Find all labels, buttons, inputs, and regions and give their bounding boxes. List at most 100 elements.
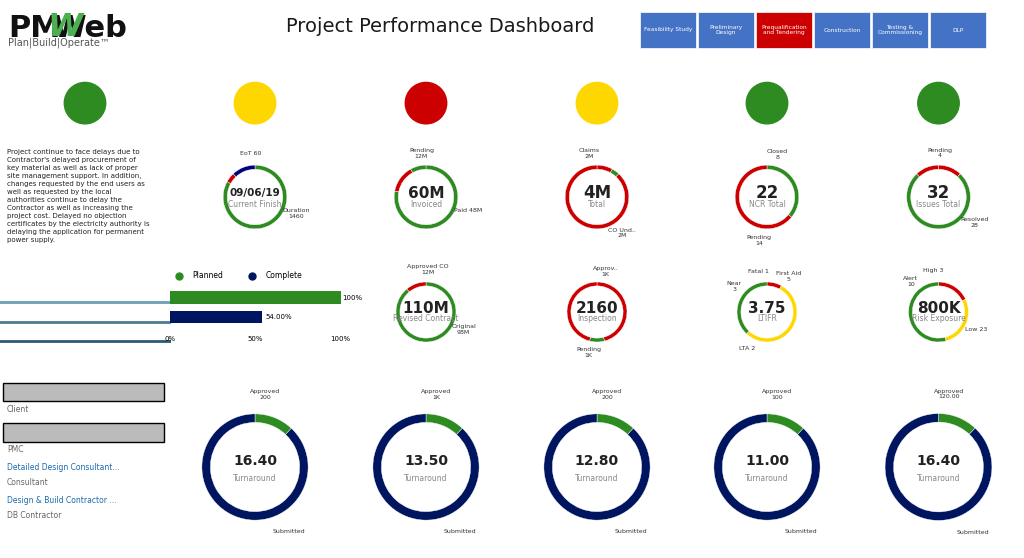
Text: Submitted: Submitted xyxy=(615,529,648,534)
Text: Testing &
Commissioning: Testing & Commissioning xyxy=(878,25,923,35)
Text: Low 23: Low 23 xyxy=(965,327,987,332)
Text: 13.50: 13.50 xyxy=(404,454,449,468)
Text: Construction: Construction xyxy=(823,27,860,32)
Wedge shape xyxy=(714,414,820,520)
Text: 800K: 800K xyxy=(916,301,961,316)
Text: 0%: 0% xyxy=(165,336,175,342)
Circle shape xyxy=(234,83,275,124)
Text: Complete: Complete xyxy=(265,271,302,280)
Text: Schedule: Schedule xyxy=(61,61,109,70)
Text: Project Performance Dashboard: Project Performance Dashboard xyxy=(286,17,595,36)
Text: 2160: 2160 xyxy=(575,301,618,316)
Text: Plan|Build|Operate™: Plan|Build|Operate™ xyxy=(8,37,110,48)
Text: Safety: Safety xyxy=(581,61,613,70)
Circle shape xyxy=(577,83,617,124)
Wedge shape xyxy=(945,299,969,341)
Wedge shape xyxy=(939,413,975,434)
Text: 11.00: 11.00 xyxy=(745,454,790,468)
Wedge shape xyxy=(597,165,612,172)
Text: Method Statement: Method Statement xyxy=(891,363,986,373)
Bar xyxy=(170,291,341,304)
Text: Approved
200: Approved 200 xyxy=(592,389,623,400)
Text: Original
98M: Original 98M xyxy=(452,324,476,335)
FancyBboxPatch shape xyxy=(930,12,986,48)
Text: Post Mitigation Risks: Post Mitigation Risks xyxy=(885,252,992,261)
Text: 3.75: 3.75 xyxy=(749,301,785,316)
Text: CO Und..
2M: CO Und.. 2M xyxy=(608,228,636,238)
Text: Planned: Planned xyxy=(193,271,223,280)
Wedge shape xyxy=(885,413,992,521)
Wedge shape xyxy=(767,414,804,435)
Text: Alert
10: Alert 10 xyxy=(903,276,919,287)
Wedge shape xyxy=(939,165,961,177)
Text: 50%: 50% xyxy=(248,336,263,342)
Text: Project continue to face delays due to
Contractor's delayed procurement of
key m: Project continue to face delays due to C… xyxy=(7,149,150,243)
Wedge shape xyxy=(567,282,597,341)
Wedge shape xyxy=(908,282,946,342)
Wedge shape xyxy=(916,165,939,177)
FancyBboxPatch shape xyxy=(814,12,870,48)
Wedge shape xyxy=(597,414,634,435)
Wedge shape xyxy=(255,414,292,435)
Wedge shape xyxy=(394,169,413,192)
Text: Pending
14: Pending 14 xyxy=(746,235,772,246)
Wedge shape xyxy=(426,414,463,435)
Wedge shape xyxy=(565,165,629,229)
Wedge shape xyxy=(544,414,650,520)
Wedge shape xyxy=(906,174,971,229)
Text: Web: Web xyxy=(52,14,127,43)
Text: Turnaround: Turnaround xyxy=(916,474,961,483)
Text: Approved
100: Approved 100 xyxy=(762,389,793,400)
Text: PMC: PMC xyxy=(7,445,24,454)
Wedge shape xyxy=(590,337,604,342)
Wedge shape xyxy=(610,169,618,177)
Text: Field Inspections: Field Inspections xyxy=(554,252,640,261)
Text: Turnaround: Turnaround xyxy=(575,474,618,483)
Text: Revised Contract: Revised Contract xyxy=(393,314,459,323)
Text: EoT 60: EoT 60 xyxy=(240,151,261,156)
Text: High 3: High 3 xyxy=(924,268,944,273)
Text: 110M: 110M xyxy=(402,301,450,316)
Text: Approved
1K: Approved 1K xyxy=(421,389,452,400)
FancyBboxPatch shape xyxy=(756,12,812,48)
Text: LTIFR: LTIFR xyxy=(757,314,777,323)
Text: Feasibility Study: Feasibility Study xyxy=(644,27,692,32)
Text: Submitted: Submitted xyxy=(785,529,818,534)
Text: Project Stakeholders: Project Stakeholders xyxy=(32,363,138,373)
Text: Progress Narrative: Progress Narrative xyxy=(37,133,133,142)
Text: Issues: Issues xyxy=(751,61,783,70)
Text: Issues: Issues xyxy=(923,133,954,142)
Text: Shop Drawings: Shop Drawings xyxy=(217,363,293,373)
Text: Detailed Design Consultant...: Detailed Design Consultant... xyxy=(7,463,120,473)
Circle shape xyxy=(406,83,446,124)
Text: 100%: 100% xyxy=(331,336,351,342)
Text: As Built: As Built xyxy=(578,363,616,373)
Wedge shape xyxy=(223,165,287,229)
FancyBboxPatch shape xyxy=(3,383,164,401)
FancyBboxPatch shape xyxy=(3,424,164,441)
Text: Duration
1460: Duration 1460 xyxy=(282,208,309,219)
Wedge shape xyxy=(735,165,792,229)
Wedge shape xyxy=(407,282,426,292)
Text: NCR Total: NCR Total xyxy=(749,200,785,209)
Text: 4M: 4M xyxy=(583,184,611,202)
Wedge shape xyxy=(939,282,966,301)
Wedge shape xyxy=(767,282,781,289)
Text: Invoiced: Invoiced xyxy=(410,200,442,209)
Wedge shape xyxy=(396,282,456,342)
Text: LTA 2: LTA 2 xyxy=(739,346,756,351)
Text: Pending
4: Pending 4 xyxy=(928,148,952,158)
Text: Issues Total: Issues Total xyxy=(916,200,961,209)
FancyBboxPatch shape xyxy=(872,12,928,48)
Wedge shape xyxy=(233,165,255,177)
Text: Issued for Construction: Issued for Construction xyxy=(367,363,485,373)
Text: Resolved
28: Resolved 28 xyxy=(959,218,988,228)
Text: PM: PM xyxy=(8,14,60,43)
Text: Approved
200: Approved 200 xyxy=(250,389,281,400)
Circle shape xyxy=(65,83,105,124)
Text: DLP: DLP xyxy=(952,27,964,32)
Text: Turnaround: Turnaround xyxy=(745,474,788,483)
Text: 60M: 60M xyxy=(408,186,444,201)
Text: Work Package Status: Work Package Status xyxy=(885,61,992,70)
Wedge shape xyxy=(737,282,767,334)
